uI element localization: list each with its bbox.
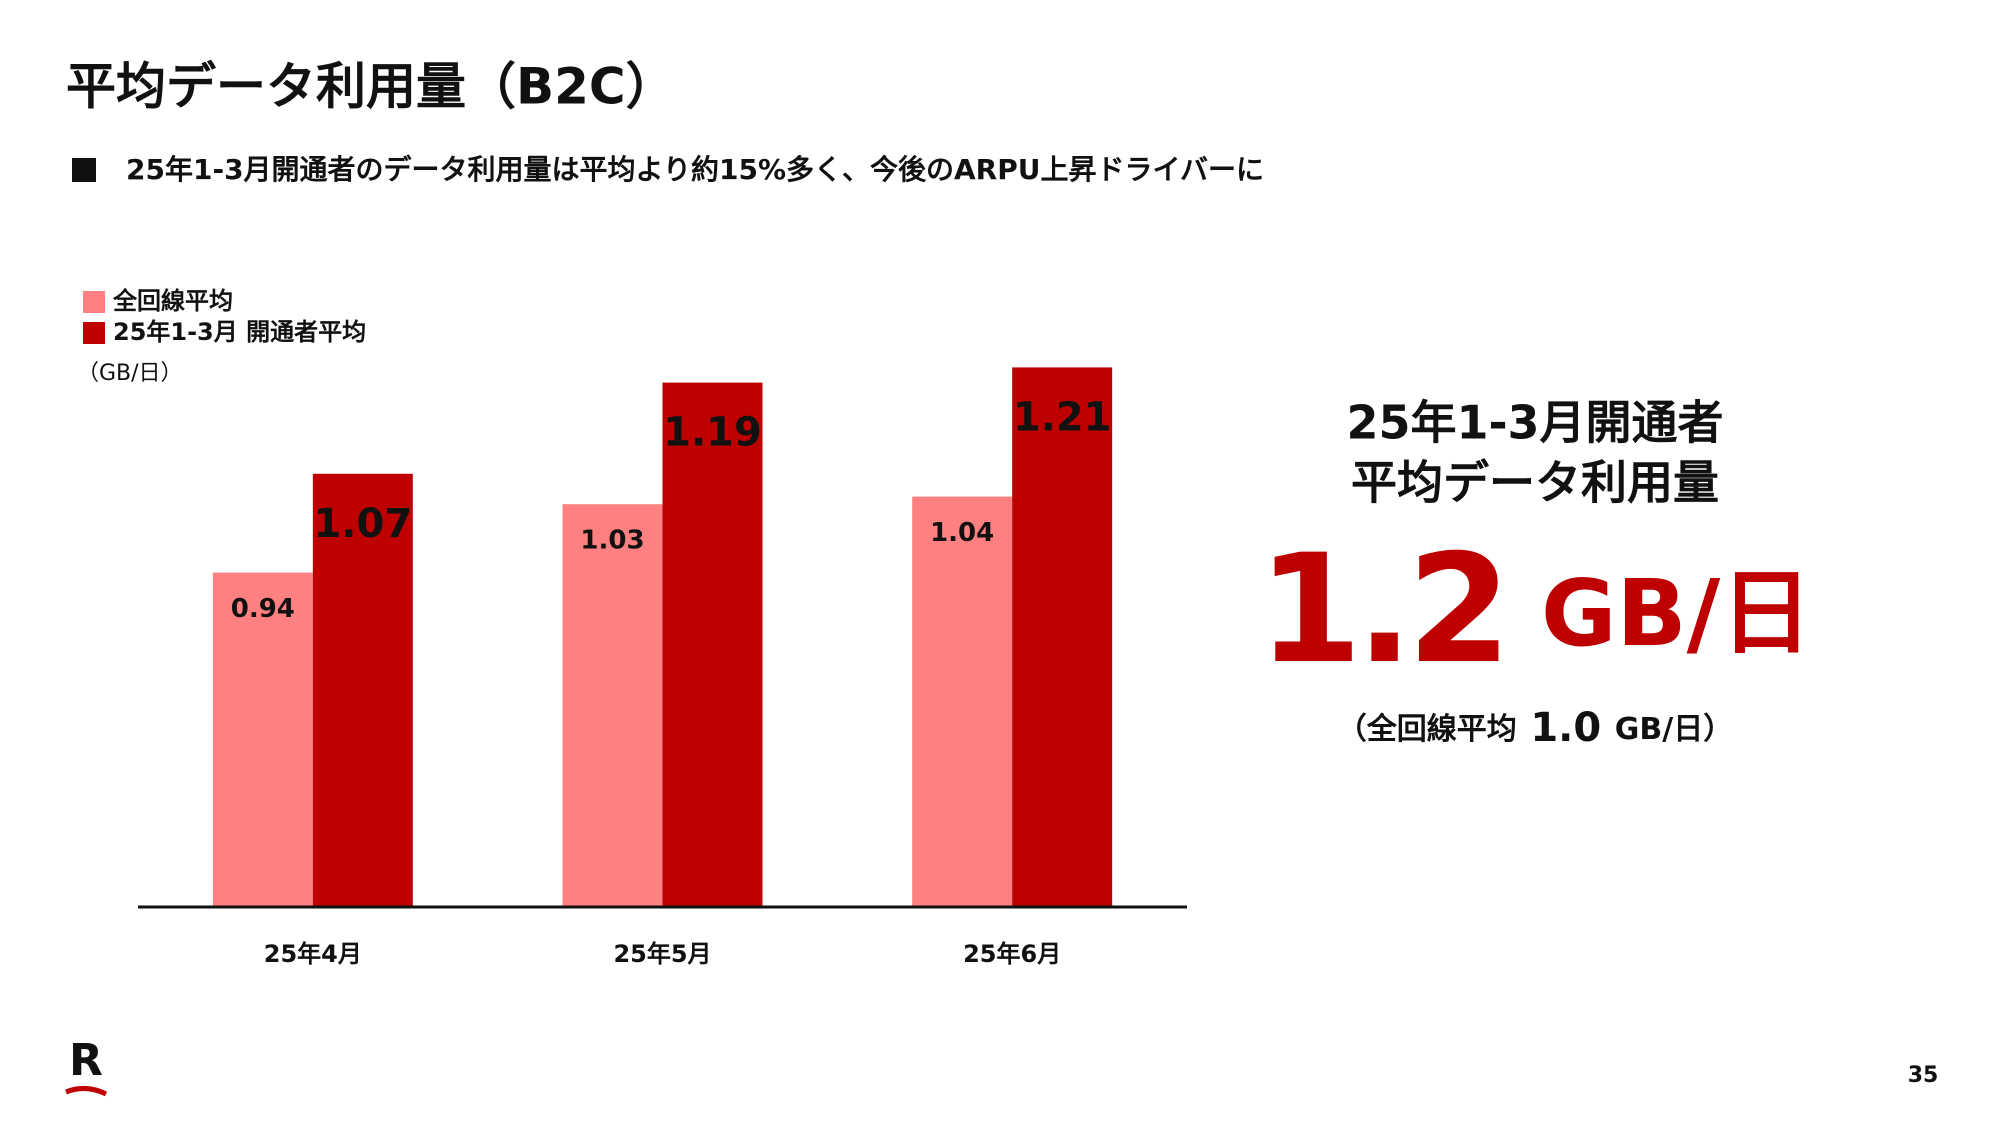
logo-letter: R <box>69 1035 103 1086</box>
value-label: 1.04 <box>930 518 994 548</box>
callout-note: （全回線平均 1.0 GB/日） <box>1337 705 1733 751</box>
callout-line: 平均データ利用量 <box>1351 456 1719 510</box>
bar <box>912 496 1013 907</box>
logo: R <box>65 1035 108 1097</box>
callout-unit: GB/日 <box>1541 560 1812 667</box>
callout: 25年1-3月開通者 平均データ利用量 1.2 GB/日 （全回線平均 1.0 … <box>1258 396 1813 752</box>
value-label: 0.94 <box>231 594 295 624</box>
legend-label: 全回線平均 <box>112 287 233 315</box>
value-label: 1.03 <box>580 526 644 556</box>
unit-label: （GB/日） <box>77 361 183 386</box>
callout-value-line: 1.2 GB/日 <box>1258 523 1813 697</box>
bar <box>312 473 413 907</box>
note-prefix: （全回線平均 <box>1337 712 1517 747</box>
x-tick-label: 25年5月 <box>613 940 711 968</box>
slide-title: 平均データ利用量（B2C） <box>66 58 676 116</box>
bar <box>562 504 663 907</box>
callout-value: 1.2 <box>1258 523 1506 697</box>
logo-swoosh <box>65 1086 108 1097</box>
value-label: 1.07 <box>313 501 412 547</box>
legend-label: 25年1-3月 開通者平均 <box>113 318 366 346</box>
bar <box>212 572 313 907</box>
note-unit: GB/日） <box>1615 712 1733 747</box>
bullet-text: 25年1-3月開通者のデータ利用量は平均より約15%多く、今後のARPU上昇ドラ… <box>126 153 1264 186</box>
note-value: 1.0 <box>1530 705 1601 751</box>
bullet-square <box>72 158 96 182</box>
value-label: 1.21 <box>1013 394 1112 440</box>
value-label: 1.19 <box>663 410 762 456</box>
x-tick-label: 25年4月 <box>264 940 362 968</box>
bar <box>662 382 763 908</box>
x-tick-label: 25年6月 <box>963 940 1061 968</box>
callout-line: 25年1-3月開通者 <box>1346 396 1723 450</box>
bar <box>1012 367 1113 907</box>
legend-swatch <box>83 322 105 344</box>
page-number: 35 <box>1908 1063 1939 1088</box>
legend-swatch <box>83 291 105 313</box>
